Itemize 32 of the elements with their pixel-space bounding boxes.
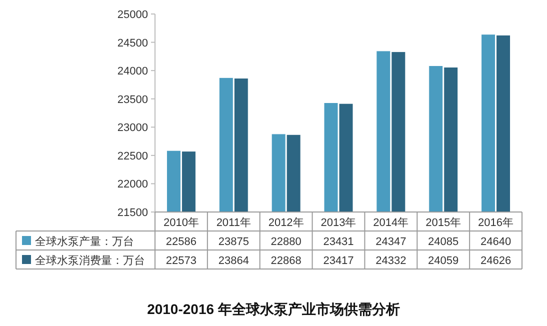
data-label: 23875: [218, 236, 249, 248]
x-tick-label: 2012年: [268, 217, 304, 229]
data-label: 24085: [428, 236, 459, 248]
y-tick-label: 23000: [117, 122, 148, 134]
data-label: 23417: [323, 255, 354, 267]
x-tick-label: 2011年: [216, 217, 251, 229]
data-label: 23431: [323, 236, 354, 248]
data-label: 24640: [480, 236, 512, 248]
x-tick-label: 2015年: [426, 217, 462, 229]
x-tick-label: 2013年: [320, 217, 356, 229]
y-tick-label: 22500: [117, 150, 148, 162]
data-label: 24347: [376, 236, 406, 248]
y-tick-label: 25000: [117, 9, 148, 21]
data-label: 22868: [270, 255, 302, 267]
y-tick-label: 24500: [117, 37, 148, 50]
data-label: 22880: [270, 236, 302, 248]
data-label: 22573: [166, 255, 197, 267]
x-tick-label: 2010年: [163, 217, 199, 229]
y-tick-label: 24000: [117, 66, 148, 78]
y-tick-label: 21500: [117, 207, 148, 219]
y-tick-label: 22000: [117, 178, 148, 191]
x-tick-label: 2016年: [478, 217, 514, 229]
data-label: 22586: [166, 236, 197, 248]
legend-label: 全球水泵产量：万台: [35, 235, 134, 248]
y-tick-label: 23500: [117, 94, 148, 106]
text: 2010-2016 年全球水泵产业市场供需分析: [147, 301, 400, 317]
data-label: 23864: [218, 255, 249, 267]
data-label: 24332: [376, 255, 406, 267]
x-tick-label: 2014年: [373, 217, 409, 229]
data-label: 24059: [428, 255, 459, 267]
data-label: 24626: [480, 255, 512, 267]
legend-label: 全球水泵消费量：万台: [35, 254, 145, 267]
